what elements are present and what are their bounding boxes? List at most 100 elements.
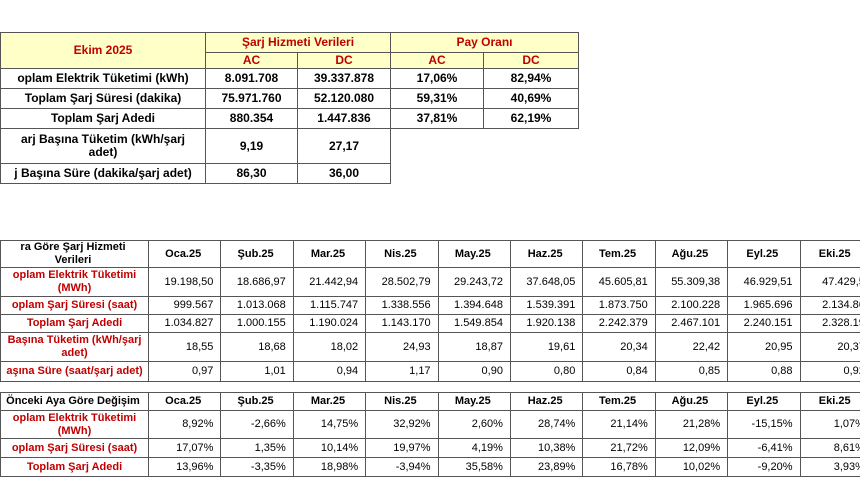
row: j Başına Süre (dakika/şarj adet) 86,30 36,… (0, 163, 579, 184)
column-header: Eyl.25 (727, 240, 801, 268)
empty-cell (484, 129, 579, 164)
cell: 46.929,51 (727, 267, 801, 297)
row: oplam Şarj Süresi (saat) 999.567 1.013.068… (0, 296, 860, 315)
column-header: Nis.25 (365, 240, 439, 268)
cell: 21.442,94 (292, 267, 367, 297)
cell: 45.605,81 (582, 267, 656, 297)
cell: 35,58% (437, 457, 511, 477)
column-header: Oca.25 (147, 240, 222, 268)
change-table: Önceki Aya Göre Değişim Oca.25 Şub.25 Mar.2… (0, 392, 860, 477)
cell: 4,19% (437, 438, 511, 458)
cell: 1,35% (220, 438, 294, 458)
row-label: Toplam Şarj Adedi (0, 457, 149, 477)
row: Toplam Şarj Süresi (dakika) 75.971.760 52.… (0, 88, 579, 109)
cell: 0,84 (582, 361, 656, 382)
cell: 1.013.068 (220, 296, 294, 315)
cell: 21,28% (654, 410, 729, 439)
row-label: oplam Elektrik Tüketimi (kWh) (0, 68, 206, 89)
sub-header: AC (390, 52, 484, 69)
row: Toplam Şarj Adedi 880.354 1.447.836 37,81% 6… (0, 108, 579, 129)
cell: 18,02 (292, 332, 367, 362)
cell: -15,15% (727, 410, 801, 439)
column-header: Tem.25 (582, 240, 656, 268)
cell: 1.549.854 (437, 314, 511, 333)
cell: 0,88 (727, 361, 801, 382)
header-row: ra Göre Şarj Hizmeti Verileri Oca.25 Şub.2… (0, 240, 860, 268)
sub-header: DC (297, 52, 391, 69)
column-header: Şub.25 (220, 392, 294, 411)
row: Toplam Şarj Adedi 13,96% -3,35% 18,98% -3,94… (0, 457, 860, 477)
cell: 52.120.080 (297, 88, 391, 109)
cell: 10,14% (292, 438, 367, 458)
cell: 29.243,72 (437, 267, 511, 297)
cell: 18,98% (292, 457, 367, 477)
cell: 2.100.228 (654, 296, 729, 315)
cell: 2.240.151 (727, 314, 801, 333)
cell: 16,78% (582, 457, 656, 477)
empty-cell (391, 129, 484, 164)
cell: 20,34 (582, 332, 656, 362)
column-header: Eki.25 (799, 392, 860, 411)
cell: 22,42 (654, 332, 729, 362)
column-header: May.25 (437, 240, 511, 268)
row: oplam Elektrik Tüketimi (MWh) 19.198,50 18… (0, 267, 860, 297)
cell: 1.000.155 (220, 314, 294, 333)
cell: 55.309,38 (654, 267, 729, 297)
cell: 0,80 (509, 361, 584, 382)
cell: 18,55 (147, 332, 222, 362)
header-label: ra Göre Şarj Hizmeti Verileri (0, 240, 149, 268)
cell: 8.091.708 (205, 68, 298, 89)
cell: 17,06% (390, 68, 484, 89)
cell: 24,93 (365, 332, 439, 362)
cell: 1.034.827 (147, 314, 222, 333)
cell: 1.965.696 (727, 296, 801, 315)
cell: 36,00 (297, 163, 391, 184)
header-label: Önceki Aya Göre Değişim (0, 392, 149, 411)
row: oplam Şarj Süresi (saat) 17,07% 1,35% 10,14… (0, 438, 860, 458)
cell: 2.467.101 (654, 314, 729, 333)
cell: 1.920.138 (509, 314, 584, 333)
column-header: Ağu.25 (654, 240, 729, 268)
cell: -3,94% (365, 457, 439, 477)
row-label: Toplam Şarj Süresi (dakika) (0, 88, 206, 109)
column-header: Mar.25 (292, 392, 367, 411)
row: oplam Elektrik Tüketimi (kWh) 8.091.708 39… (0, 68, 579, 89)
cell: 37,81% (390, 108, 484, 129)
row-label: Başına Tüketim (kWh/şarj adet) (0, 332, 149, 362)
cell: 82,94% (483, 68, 579, 89)
row-label: j Başına Süre (dakika/şarj adet) (0, 163, 206, 184)
cell: 27,17 (297, 128, 391, 164)
cell: 59,31% (390, 88, 484, 109)
cell: 20,95 (727, 332, 801, 362)
group-header: Şarj Hizmeti Verileri (205, 32, 391, 53)
row-label: oplam Elektrik Tüketimi (MWh) (0, 410, 149, 439)
cell: 9,19 (205, 128, 298, 164)
empty-cell (484, 164, 579, 184)
row: Başına Tüketim (kWh/şarj adet) 18,55 18,68… (0, 332, 860, 362)
cell: 1,17 (365, 361, 439, 382)
cell: 1.539.391 (509, 296, 584, 315)
cell: 39.337.878 (297, 68, 391, 89)
cell: 32,92% (365, 410, 439, 439)
row-label: arj Başına Tüketim (kWh/şarj adet) (0, 128, 206, 164)
cell: 0,94 (292, 361, 367, 382)
cell: 10,02% (654, 457, 729, 477)
cell: 19.198,50 (147, 267, 222, 297)
cell: 10,38% (509, 438, 584, 458)
cell: 1.338.556 (365, 296, 439, 315)
column-header: Haz.25 (509, 240, 584, 268)
row-label: Toplam Şarj Adedi (0, 314, 149, 333)
row-label: Toplam Şarj Adedi (0, 108, 206, 129)
column-header: Haz.25 (509, 392, 584, 411)
cell: 0,85 (654, 361, 729, 382)
cell: 8,92% (147, 410, 222, 439)
cell: 21,14% (582, 410, 656, 439)
cell: 1.143.170 (365, 314, 439, 333)
cell: 47.429,5 (799, 267, 860, 297)
cell: 18,68 (220, 332, 294, 362)
column-header: Ağu.25 (654, 392, 729, 411)
cell: -6,41% (727, 438, 801, 458)
cell: 1.190.024 (292, 314, 367, 333)
column-header: Şub.25 (220, 240, 294, 268)
header-row: Önceki Aya Göre Değişim Oca.25 Şub.25 Mar.2… (0, 392, 860, 411)
